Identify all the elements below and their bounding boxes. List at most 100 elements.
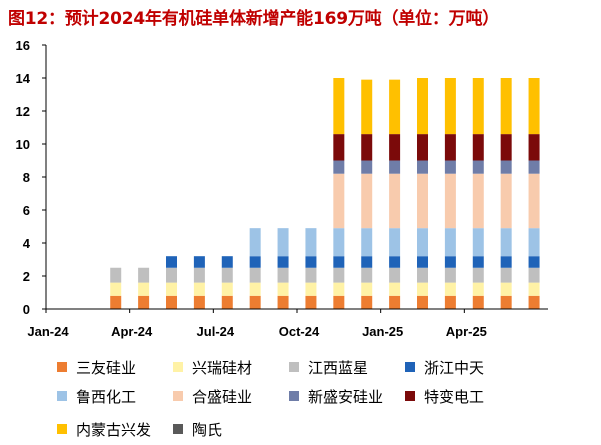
bar-segment-5-16 (500, 173, 512, 229)
legend-label: 浙江中天 (424, 358, 485, 377)
bar-segment-6-16 (500, 160, 512, 174)
bar-segment-0-7 (249, 295, 261, 309)
legend-swatch (173, 362, 183, 372)
bar-segment-8-11 (361, 79, 373, 135)
legend-item-4: 鲁西化工 (57, 385, 136, 407)
bars-layer (110, 78, 540, 309)
legend-label: 兴瑞硅材 (192, 358, 253, 377)
legend-label: 特变电工 (424, 387, 485, 406)
bar-segment-4-14 (444, 228, 456, 257)
chart-title: 图12：预计2024年有机硅单体新增产能169万吨（单位：万吨） (8, 9, 500, 29)
bar-segment-6-15 (472, 160, 484, 174)
bar-segment-2-5 (193, 267, 205, 283)
bar-segment-5-14 (444, 173, 456, 229)
bar-segment-0-13 (417, 295, 428, 309)
bar-segment-0-5 (193, 295, 205, 309)
bar-segment-4-12 (389, 228, 401, 257)
bar-segment-7-16 (500, 134, 512, 161)
legend-swatch (289, 391, 299, 401)
bar-segment-0-6 (221, 295, 233, 309)
bar-segment-8-12 (389, 79, 401, 135)
y-tick-label: 10 (16, 137, 30, 152)
bar-segment-2-7 (249, 267, 261, 283)
bar-segment-0-3 (138, 295, 150, 309)
bar-segment-3-14 (444, 256, 456, 268)
legend-swatch (57, 424, 67, 434)
legend-item-2: 江西蓝星 (289, 356, 368, 378)
bar-segment-3-7 (249, 256, 261, 268)
bar-segment-1-9 (305, 282, 317, 296)
bar-segment-3-8 (277, 256, 289, 268)
tick-labels-layer: 0 2 4 6 8 10 12 14 16 Jan-24 Apr-24 Jul-24 Oct-24 Jan… (16, 38, 487, 339)
legend-swatch (57, 391, 67, 401)
bar-segment-2-8 (277, 267, 289, 283)
bar-segment-2-9 (305, 267, 317, 283)
bar-segment-8-17 (528, 78, 540, 135)
y-tick-label: 4 (23, 236, 31, 251)
bar-segment-5-12 (389, 173, 401, 229)
bar-segment-3-11 (361, 256, 373, 268)
y-tick-label: 0 (23, 302, 30, 317)
x-tick-label: Apr-25 (446, 324, 487, 339)
bar-segment-0-17 (528, 295, 540, 309)
bar-segment-7-12 (389, 134, 401, 161)
bar-segment-5-17 (528, 173, 540, 229)
bar-segment-4-7 (249, 228, 261, 257)
bar-segment-0-8 (277, 295, 289, 309)
bar-segment-4-13 (417, 228, 428, 257)
bar-segment-8-10 (333, 78, 345, 135)
bar-segment-6-10 (333, 160, 345, 174)
bar-segment-1-17 (528, 282, 540, 296)
bar-segment-1-16 (500, 282, 512, 296)
x-tick-label: Apr-24 (111, 324, 153, 339)
legend-label: 江西蓝星 (308, 358, 369, 377)
bar-segment-7-10 (333, 134, 345, 161)
bar-segment-0-2 (110, 295, 122, 309)
legend-item-6: 新盛安硅业 (289, 385, 383, 407)
bar-segment-6-12 (389, 160, 401, 174)
x-tick-label: Oct-24 (279, 324, 320, 339)
y-tick-label: 8 (23, 170, 30, 185)
x-tick-label: Jul-24 (197, 324, 235, 339)
bar-segment-1-11 (361, 282, 373, 296)
bar-segment-7-15 (472, 134, 484, 161)
legend-item-3: 浙江中天 (405, 356, 484, 378)
y-tick-label: 14 (16, 71, 31, 86)
bar-segment-0-15 (472, 295, 484, 309)
legend-item-8: 内蒙古兴发 (57, 418, 151, 440)
bar-segment-0-12 (389, 295, 401, 309)
y-tick-label: 6 (23, 203, 30, 218)
bar-segment-3-6 (221, 256, 233, 268)
bar-segment-6-13 (417, 160, 428, 174)
legend-swatch (173, 424, 183, 434)
bar-segment-4-10 (333, 228, 345, 257)
bar-segment-3-4 (166, 256, 177, 268)
legend-swatch (57, 362, 67, 372)
legend-swatch (405, 391, 415, 401)
bar-segment-2-11 (361, 267, 373, 283)
bar-segment-1-14 (444, 282, 456, 296)
bar-segment-3-13 (417, 256, 428, 268)
bar-segment-5-15 (472, 173, 484, 229)
bar-segment-3-9 (305, 256, 317, 268)
legend-label: 鲁西化工 (76, 387, 137, 406)
bar-segment-1-12 (389, 282, 401, 296)
bar-segment-0-16 (500, 295, 512, 309)
bar-segment-0-14 (444, 295, 456, 309)
bar-segment-0-4 (166, 295, 177, 309)
bar-segment-1-3 (138, 282, 150, 296)
bar-segment-3-5 (193, 256, 205, 268)
bar-segment-2-2 (110, 267, 122, 283)
bar-segment-1-13 (417, 282, 428, 296)
legend-swatch (289, 362, 299, 372)
bar-segment-0-11 (361, 295, 373, 309)
bar-segment-1-15 (472, 282, 484, 296)
bar-segment-8-15 (472, 78, 484, 135)
legend-item-9: 陶氏 (173, 418, 222, 440)
y-tick-label: 16 (16, 38, 30, 53)
bar-segment-2-13 (417, 267, 428, 283)
bar-segment-5-10 (333, 173, 345, 229)
bar-segment-3-12 (389, 256, 401, 268)
